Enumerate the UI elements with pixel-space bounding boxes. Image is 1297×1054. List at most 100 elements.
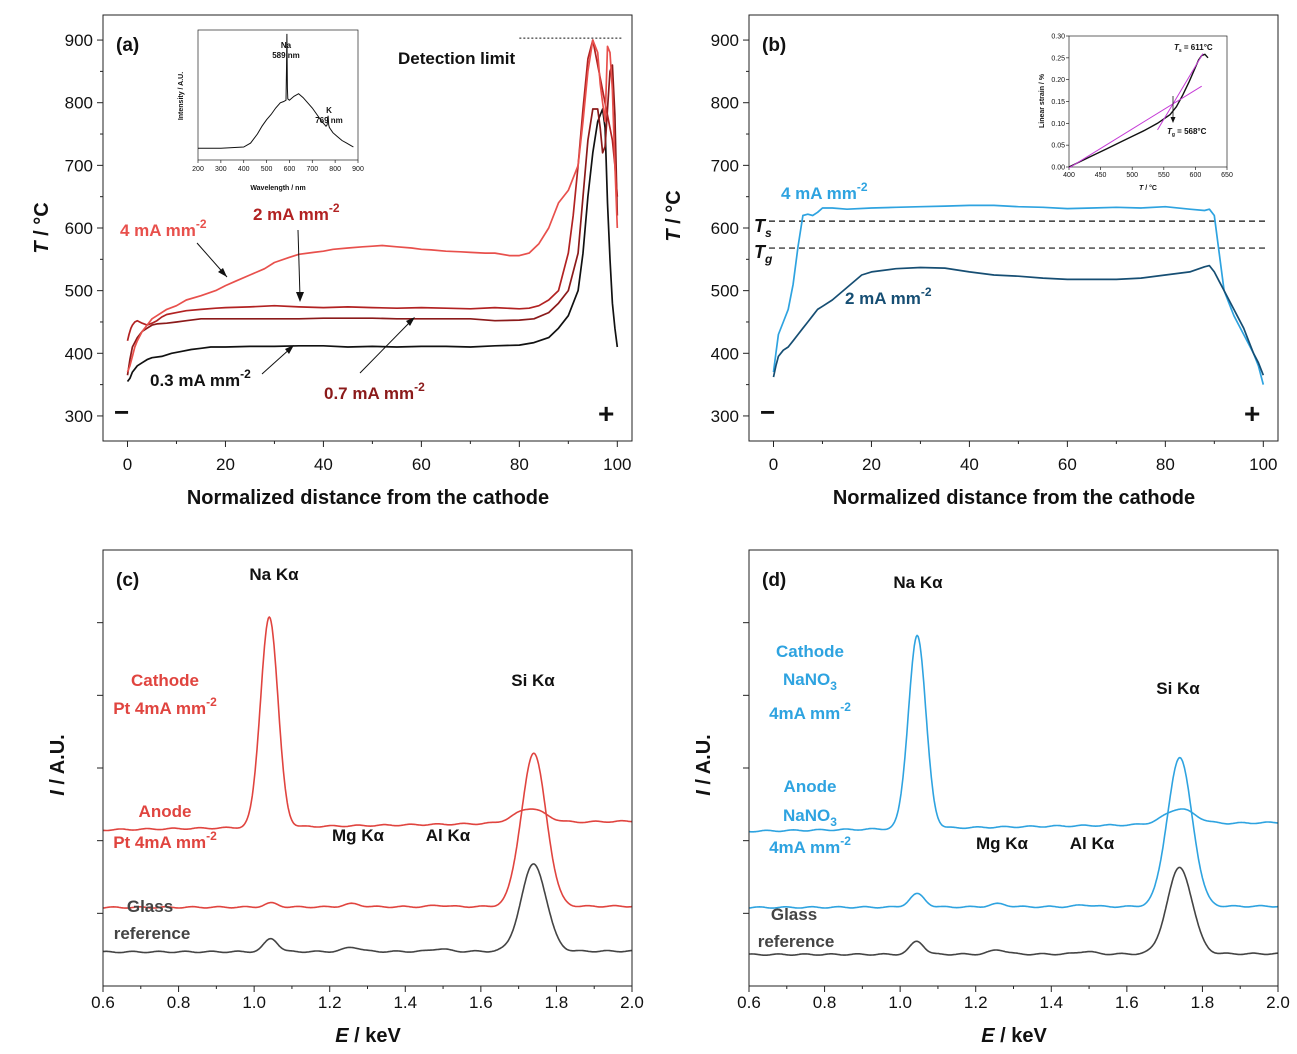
y-tick-label: 900: [65, 31, 93, 50]
na-ka-label: Na Kα: [249, 565, 299, 584]
inset-b-ylabel: Linear strain / %: [1039, 73, 1046, 128]
annotation-0-7ma-arrowhead: [406, 317, 415, 326]
si-ka-label: Si Kα: [511, 671, 555, 690]
x-tick-label: 80: [510, 455, 529, 474]
inset-y-tick-label: 0.05: [1051, 143, 1065, 150]
annotation-2ma-arrowhead: [296, 292, 304, 302]
annotation-4ma: 4 mA mm-2: [781, 180, 868, 203]
y-tick-label: 700: [65, 156, 93, 175]
x-tick-label: 1.6: [1115, 993, 1139, 1012]
panel-d: 0.6 0.8 1.0 1.2 1.4 1.6 1.8 2.0 (d) Na Kα Si Kα…: [693, 549, 1290, 1047]
annotation-2ma-arrow: [297, 229, 301, 298]
inset-x-tick-label: 400: [1063, 172, 1075, 179]
annotation-0-3ma-arrowhead: [285, 345, 294, 354]
annotation-4ma-arrowhead: [218, 268, 227, 277]
inset-x-tick-label: 450: [1095, 172, 1107, 179]
inset-x-tick-label: 600: [1190, 172, 1202, 179]
x-tick-label: 0.8: [813, 993, 837, 1012]
inset-a-na-label: Na: [281, 41, 292, 50]
inset-x-tick-label: 500: [1126, 172, 1138, 179]
panel-c-frame: [102, 549, 633, 987]
y-tick-label: 900: [711, 31, 739, 50]
spectrum-line-1: [748, 756, 1279, 909]
panel-b-frame: [748, 14, 1279, 442]
glass-label-line2: reference: [758, 932, 835, 951]
series-line-3: [126, 39, 619, 373]
y-tick-label: 600: [65, 219, 93, 238]
inset-x-tick-label: 650: [1221, 172, 1233, 179]
inset-b-tg-annotation: Tg = 568°C: [1167, 127, 1207, 138]
si-ka-label: Si Kα: [1156, 679, 1200, 698]
spectrum-line-0: [102, 616, 633, 832]
x-tick-label: 80: [1156, 455, 1175, 474]
anode-label-line2: NaNO3: [783, 806, 837, 829]
inset-a-k-label: K: [326, 106, 332, 115]
panel-c-ylabel: I / A.U.: [47, 734, 69, 796]
spectrum-line-2: [748, 866, 1279, 957]
inset-y-tick-label: 0.25: [1051, 55, 1065, 62]
na-ka-label: Na Kα: [893, 573, 943, 592]
anode-label-line2: Pt 4mA mm-2: [113, 829, 217, 852]
x-tick-label: 1.0: [242, 993, 266, 1012]
inset-x-tick-label: 800: [329, 166, 341, 173]
panel-b-label: (b): [762, 35, 786, 56]
cathode-label-line1: Cathode: [131, 671, 199, 690]
x-tick-label: 0: [769, 455, 778, 474]
inset-x-tick-label: 550: [1158, 172, 1170, 179]
panel-d-xlabel: E / keV: [981, 1025, 1047, 1047]
panel-b-ylabel: T / °C: [663, 190, 685, 241]
series-line-2: [126, 39, 619, 341]
cathode-minus-sign: −: [760, 397, 775, 427]
x-tick-label: 0.6: [737, 993, 761, 1012]
inset-x-tick-label: 900: [352, 166, 364, 173]
x-tick-label: 1.6: [469, 993, 493, 1012]
anode-label-line3: 4mA mm-2: [769, 834, 851, 857]
inset-a-xlabel: Wavelength / nm: [250, 185, 305, 192]
inset-y-tick-label: 0.00: [1051, 165, 1065, 172]
anode-plus-sign: +: [598, 398, 614, 429]
panel-a-label: (a): [116, 35, 139, 56]
cathode-label-line1: Cathode: [776, 642, 844, 661]
x-tick-label: 60: [1058, 455, 1077, 474]
x-tick-label: 1.8: [545, 993, 569, 1012]
x-tick-label: 1.2: [964, 993, 988, 1012]
x-tick-label: 1.0: [888, 993, 912, 1012]
y-tick-label: 800: [711, 94, 739, 113]
annotation-0-7ma-arrow: [359, 319, 413, 374]
inset-x-tick-label: 500: [261, 166, 273, 173]
al-ka-label: Al Kα: [426, 826, 471, 845]
inset-y-tick-label: 0.30: [1051, 34, 1065, 41]
mg-ka-label: Mg Kα: [976, 834, 1029, 853]
annotation-0-3ma: 0.3 mA mm-2: [150, 367, 251, 390]
panel-a-xlabel: Normalized distance from the cathode: [187, 487, 549, 509]
inset-x-tick-label: 300: [215, 166, 227, 173]
x-tick-label: 40: [314, 455, 333, 474]
inset-y-tick-label: 0.10: [1051, 121, 1065, 128]
x-tick-label: 2.0: [620, 993, 644, 1012]
inset-x-tick-label: 700: [306, 166, 318, 173]
y-tick-label: 600: [711, 219, 739, 238]
series-line-0: [772, 204, 1265, 385]
anode-label-line1: Anode: [139, 802, 192, 821]
inset-y-tick-label: 0.15: [1051, 99, 1065, 106]
x-tick-label: 0: [123, 455, 132, 474]
panel-c-label: (c): [116, 570, 139, 591]
y-tick-label: 400: [711, 344, 739, 363]
y-tick-label: 700: [711, 156, 739, 175]
cathode-label-line3: 4mA mm-2: [769, 700, 851, 723]
cathode-label-line2: NaNO3: [783, 670, 837, 693]
panel-d-frame: [748, 549, 1279, 987]
glass-label-line1: Glass: [127, 897, 173, 916]
x-tick-label: 100: [603, 455, 631, 474]
x-tick-label: 2.0: [1266, 993, 1290, 1012]
anode-plus-sign: +: [1244, 398, 1260, 429]
anode-label-line1: Anode: [784, 777, 837, 796]
panel-b-inset: 400 450 500 550 600 650 0.00 0.05 0.10 0.15 0.20 0.…: [1039, 34, 1233, 193]
spectrum-line-1: [102, 752, 633, 909]
x-tick-label: 1.8: [1191, 993, 1215, 1012]
x-tick-label: 20: [862, 455, 881, 474]
detection-limit-label: Detection limit: [398, 49, 515, 68]
inset-y-tick-label: 0.20: [1051, 77, 1065, 84]
inset-x-tick-label: 200: [192, 166, 204, 173]
